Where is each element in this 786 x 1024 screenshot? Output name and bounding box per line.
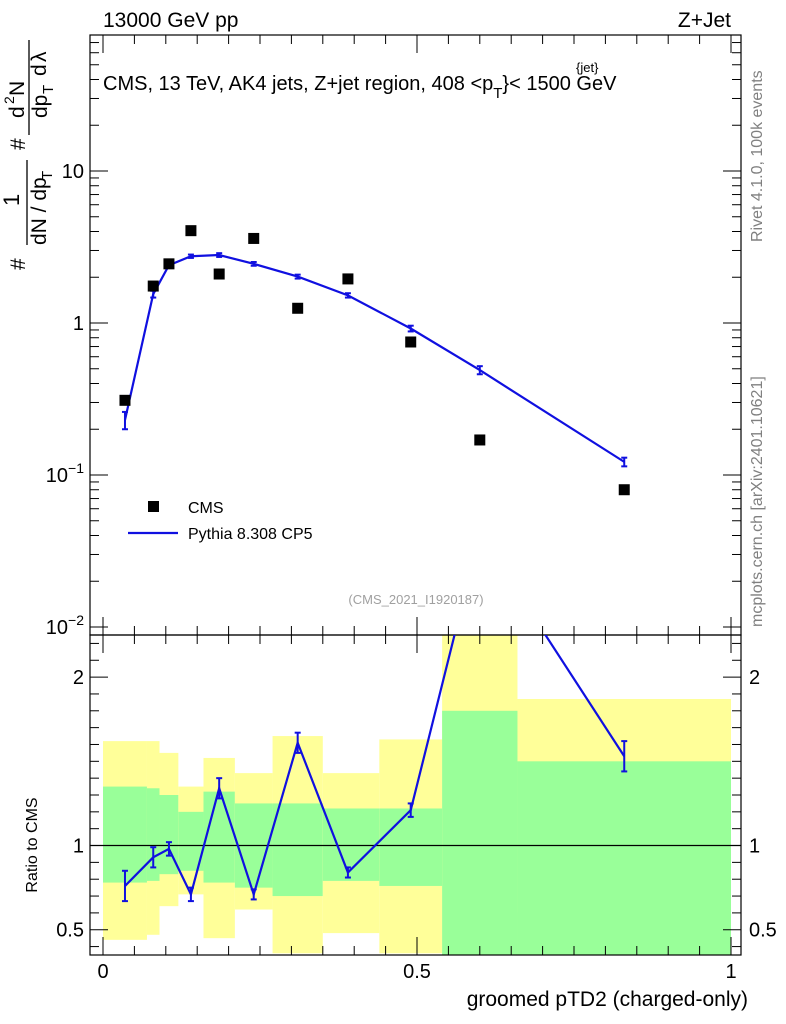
green-band-2 [159, 795, 179, 875]
cms-data-point [119, 394, 131, 406]
ratio-uncertainty-bands [103, 635, 731, 955]
axis-ticks: 10−2 10−1 1 10 0 0.5 1 0.5 0.5 1 1 2 2 [46, 35, 777, 983]
ratio-plot-marks [121, 635, 628, 903]
ratio-series-group [121, 635, 628, 903]
ylabel-dndpt: dN / dp [28, 177, 51, 245]
main-ytick-label: 10−2 [46, 612, 84, 639]
header-left: 13000 GeV pp [103, 9, 238, 32]
title-text: CMS, 13 TeV, AK4 jets, Z+jet region, 408… [103, 73, 493, 95]
cms-data-point [248, 232, 260, 244]
side-text-bottom: mcplots.cern.ch [arXiv:2401.10621] [749, 376, 766, 627]
main-ytick-label: 10−1 [46, 460, 84, 487]
header-right: Z+Jet [678, 9, 731, 32]
ratio-ytick-label-left: 1 [73, 836, 84, 858]
ylabel-d2n-n: N [6, 81, 29, 96]
ylabel-dpt: dp [29, 95, 52, 118]
side-text-top: Rivet 4.1.0, 100k events [749, 70, 766, 242]
ylabel-dndpt-sub: T [39, 171, 56, 180]
analysis-id: (CMS_2021_I1920187) [348, 592, 483, 607]
green-band-1 [146, 788, 160, 881]
cms-data-point [342, 273, 354, 285]
mc-line [123, 253, 625, 463]
cms-data-point [474, 434, 486, 446]
ratio-ytick-label-right: 2 [749, 667, 760, 689]
green-band-8 [379, 808, 443, 886]
ylabel-dpt-sub: T [40, 85, 57, 94]
title-end: }< 1500 GeV [502, 73, 617, 95]
ylabel-d2n-2: 2 [1, 96, 17, 104]
ylabel-one: 1 [0, 194, 24, 206]
ylabel-dlambda-d: d [28, 64, 51, 76]
legend-cms-marker [148, 501, 159, 512]
cms-data-point [147, 280, 159, 292]
ylabel-d2n-d: d [6, 106, 29, 118]
ratio-ytick-label-right: 0.5 [749, 920, 777, 942]
main-ylabel: # 1 dN / dp T # d 2 N dp T d λ [0, 40, 57, 270]
title-sub: T [493, 85, 502, 102]
ratio-xtick-label: 0.5 [403, 961, 431, 983]
ylabel-hash-2: # [7, 138, 30, 150]
ylabel-dlambda-l: λ [28, 51, 51, 62]
ratio-ytick-label-right: 1 [749, 836, 760, 858]
x-axis-label: groomed pTD2 (charged-only) [467, 988, 748, 1011]
cms-data-point [185, 225, 197, 237]
green-band-0 [103, 786, 147, 883]
cms-data-point [405, 336, 417, 348]
ratio-xtick-label: 1 [725, 961, 736, 983]
green-band-10 [517, 761, 731, 955]
ylabel-hash-1: # [7, 258, 30, 270]
cms-data-point [163, 258, 175, 270]
green-band-9 [442, 710, 518, 955]
main-ytick-label: 1 [73, 313, 84, 335]
main-frame [89, 34, 742, 636]
ratio-ytick-label-left: 0.5 [56, 920, 84, 942]
main-plot-marks [119, 225, 630, 496]
main-title: CMS, 13 TeV, AK4 jets, Z+jet region, 408… [103, 60, 617, 102]
green-band-4 [203, 791, 235, 883]
ratio-xtick-label: 0 [97, 961, 108, 983]
cms-data-point [292, 302, 304, 314]
legend: CMS Pythia 8.308 CP5 [128, 500, 313, 543]
legend-cms-label: CMS [188, 500, 224, 517]
ratio-ylabel: Ratio to CMS [24, 797, 41, 892]
ratio-ytick-label-left: 2 [73, 667, 84, 689]
svg-text:CMS, 13 TeV, AK4 jets, Z+jet r: CMS, 13 TeV, AK4 jets, Z+jet region, 408… [103, 73, 617, 102]
main-ytick-label: 10 [62, 161, 84, 183]
title-sup: {jet} [576, 60, 599, 75]
green-band-6 [272, 803, 323, 897]
cms-data-point [213, 268, 225, 280]
legend-mc-label: Pythia 8.308 CP5 [188, 526, 313, 543]
cms-data-point [618, 484, 630, 496]
